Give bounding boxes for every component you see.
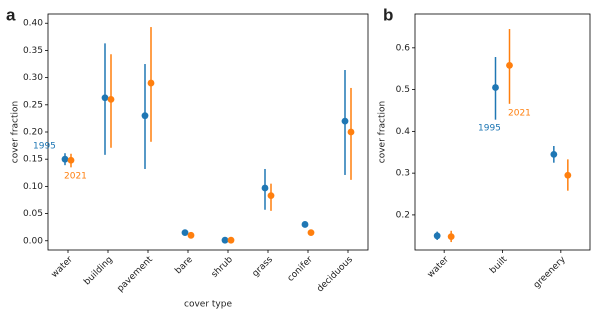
y-tick-label: 0.15 — [23, 155, 43, 165]
point — [347, 128, 355, 136]
point — [307, 229, 315, 236]
point — [564, 171, 572, 179]
point — [147, 79, 155, 87]
y-tick-label: 0.00 — [23, 236, 43, 246]
x-tick-label: deciduous — [315, 255, 355, 295]
x-axis-label: cover type — [184, 300, 232, 310]
x-tick-label: built — [488, 254, 510, 276]
panel-label: b — [383, 5, 393, 24]
y-tick-label: 0.2 — [396, 210, 410, 220]
y-tick-label: 0.35 — [23, 46, 43, 56]
y-tick-label: 0.20 — [23, 128, 43, 138]
x-tick-label: shrub — [210, 255, 235, 280]
point — [447, 233, 455, 241]
series-annotation: 1995 — [478, 124, 501, 134]
y-tick-label: 0.05 — [23, 209, 43, 219]
x-tick-label: bare — [173, 255, 195, 277]
y-axis-label: cover fraction — [378, 101, 388, 163]
point — [506, 61, 513, 69]
y-tick-label: 0.10 — [23, 182, 43, 192]
y-tick-label: 0.3 — [396, 169, 410, 179]
panel-label: a — [6, 5, 16, 24]
point — [267, 192, 275, 200]
plot-frame — [47, 13, 369, 251]
x-tick-label: pavement — [116, 254, 156, 294]
x-tick-label: water — [50, 255, 75, 280]
point — [101, 94, 109, 102]
point — [107, 95, 115, 103]
plot-frame — [414, 13, 591, 251]
y-tick-label: 0.30 — [23, 73, 43, 83]
point — [492, 84, 499, 91]
point — [67, 156, 75, 164]
x-tick-label: greenery — [532, 254, 568, 290]
point — [181, 229, 189, 236]
point — [261, 184, 269, 192]
y-tick-label: 0.4 — [396, 127, 411, 137]
x-tick-label: conifer — [286, 255, 315, 284]
point — [433, 232, 441, 240]
y-tick-label: 0.5 — [396, 85, 410, 95]
series-annotation: 2021 — [508, 109, 531, 119]
point — [61, 155, 69, 163]
y-tick-label: 0.6 — [396, 43, 411, 53]
series-annotation: 2021 — [64, 172, 87, 182]
y-axis-label: cover fraction — [11, 101, 21, 163]
point — [141, 112, 149, 120]
y-tick-label: 0.25 — [23, 100, 43, 110]
x-tick-label: building — [82, 255, 115, 288]
x-tick-label: water — [426, 255, 451, 280]
y-tick-label: 0.40 — [23, 19, 43, 29]
point — [550, 150, 558, 158]
point — [227, 236, 235, 244]
point — [301, 221, 309, 228]
point — [341, 117, 349, 125]
x-tick-label: grass — [251, 255, 275, 279]
point — [221, 236, 229, 244]
series-annotation: 1995 — [33, 142, 56, 152]
point — [187, 231, 195, 239]
